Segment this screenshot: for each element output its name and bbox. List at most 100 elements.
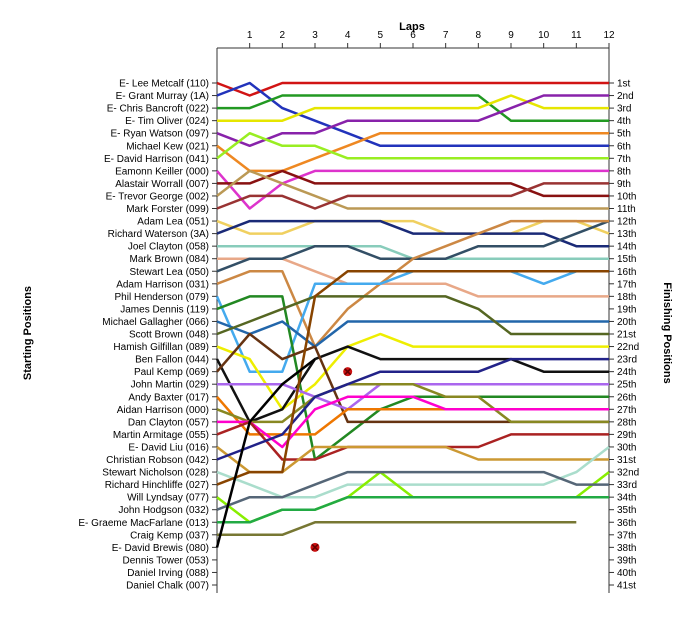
starting-position-label: E- Lee Metcalf (110): [119, 79, 209, 90]
finishing-position-label: 41st: [617, 581, 636, 592]
starting-position-label: Michael Gallagher (066): [102, 317, 209, 328]
starting-position-label: Will Lyndsay (077): [127, 493, 209, 504]
finishing-position-label: 37th: [617, 530, 636, 541]
finishing-position-label: 6th: [617, 141, 631, 152]
starting-position-label: Alastair Worrall (007): [115, 179, 209, 190]
series-line: [216, 219, 610, 235]
x-tick-label: 3: [312, 30, 318, 41]
series-line: [217, 257, 609, 298]
series-line: [216, 182, 609, 210]
starting-position-label: Mark Forster (099): [126, 204, 209, 215]
x-tick-label: 4: [345, 30, 351, 41]
plot-frame: Laps Starting Positions Finishing Positi…: [22, 21, 673, 384]
finishing-position-label: 25th: [617, 380, 636, 391]
starting-position-label: Mark Brown (084): [130, 254, 209, 265]
x-tick-label: 8: [476, 30, 482, 41]
x-tick-label: 12: [603, 30, 615, 41]
y-axis-label-right: Finishing Positions: [661, 282, 673, 383]
finishing-position-label: 29th: [617, 430, 636, 441]
finishing-position-label: 16th: [617, 267, 636, 278]
finishing-position-label: 36th: [617, 518, 636, 529]
retirement-marker-cross: [344, 368, 352, 376]
starting-position-label: E- Chris Bancroft (022): [107, 104, 209, 115]
starting-position-label: Richard Hinchliffe (027): [105, 480, 209, 491]
x-tick-label: 7: [443, 30, 449, 41]
series-line: [216, 219, 609, 248]
finishing-position-label: 2nd: [617, 91, 634, 102]
series-line: [216, 382, 609, 424]
position-labels: 1st2nd3rd4th5th6th7th8th9th10th11th12th1…: [78, 79, 639, 592]
starting-position-label: Dennis Tower (053): [122, 555, 209, 566]
series-line: [216, 219, 609, 348]
series-line: [216, 94, 609, 148]
finishing-position-label: 1st: [617, 79, 631, 90]
starting-position-label: Adam Lea (051): [137, 217, 209, 228]
finishing-position-label: 30th: [617, 442, 636, 453]
x-tick-label: 5: [378, 30, 384, 41]
series-line: [216, 169, 609, 210]
starting-position-label: Craig Kemp (037): [130, 530, 209, 541]
finishing-position-label: 26th: [617, 392, 636, 403]
finishing-position-label: 38th: [617, 543, 636, 554]
series-line: [216, 81, 609, 97]
starting-position-label: E- David Brewis (080): [112, 543, 209, 554]
finishing-position-label: 7th: [617, 154, 631, 165]
x-tick-label: 1: [247, 30, 253, 41]
finishing-position-label: 15th: [617, 254, 636, 265]
starting-position-label: Richard Waterson (3A): [108, 229, 209, 240]
finishing-position-label: 40th: [617, 568, 636, 579]
starting-position-label: E- David Liu (016): [128, 442, 209, 453]
finishing-position-label: 10th: [617, 191, 636, 202]
starting-position-label: E- Grant Murray (1A): [116, 91, 209, 102]
retirement-marker: [343, 367, 353, 377]
series-line: [217, 169, 609, 198]
x-tick-label: 9: [508, 30, 514, 41]
finishing-position-label: 17th: [617, 279, 636, 290]
finishing-position-label: 20th: [617, 317, 636, 328]
finishing-position-label: 18th: [617, 292, 636, 303]
starting-position-label: Christian Robson (042): [106, 455, 209, 466]
starting-position-label: John Martin (029): [131, 380, 209, 391]
finishing-position-label: 4th: [617, 116, 631, 127]
x-tick-label: 11: [571, 30, 582, 41]
finishing-position-label: 19th: [617, 304, 636, 315]
series-line: [216, 470, 609, 511]
finishing-position-label: 14th: [617, 242, 636, 253]
starting-position-label: James Dennis (119): [120, 304, 209, 315]
series-line: [216, 81, 609, 148]
retirement-marker-cross: [311, 543, 319, 551]
finishing-position-label: 23rd: [617, 355, 637, 366]
series-line: [217, 244, 609, 260]
starting-position-label: Daniel Irving (088): [127, 568, 209, 579]
series-line: [216, 357, 609, 461]
starting-position-label: E- Ryan Watson (097): [110, 129, 209, 140]
starting-position-label: E- Tim Oliver (024): [125, 116, 209, 127]
starting-position-label: Dan Clayton (057): [128, 417, 209, 428]
starting-position-label: Daniel Chalk (007): [126, 581, 209, 592]
series-line: [216, 320, 609, 348]
series-line: [217, 395, 609, 449]
series-line: [217, 94, 609, 122]
finishing-position-label: 28th: [617, 417, 636, 428]
finishing-position-label: 12th: [617, 217, 636, 228]
starting-position-label: Adam Harrison (031): [116, 279, 209, 290]
finishing-position-label: 8th: [617, 166, 631, 177]
finishing-position-label: 31st: [617, 455, 636, 466]
starting-position-label: Ben Fallon (044): [135, 355, 209, 366]
series-line: [216, 131, 609, 160]
starting-position-label: Paul Kemp (069): [134, 367, 209, 378]
finishing-position-label: 32nd: [617, 468, 639, 479]
chart-title: Laps: [399, 21, 425, 33]
series-line: [215, 345, 609, 424]
x-tick-label: 10: [538, 30, 550, 41]
retirement-markers: [310, 367, 353, 552]
starting-position-label: E- David Harrison (041): [104, 154, 209, 165]
finishing-position-label: 34th: [617, 493, 636, 504]
finishing-position-label: 11th: [617, 204, 636, 215]
starting-position-label: Eamonn Keiller (000): [115, 166, 209, 177]
series-lines: [215, 81, 610, 548]
y-axis-label-left: Starting Positions: [22, 286, 34, 380]
series-line: [216, 395, 609, 436]
